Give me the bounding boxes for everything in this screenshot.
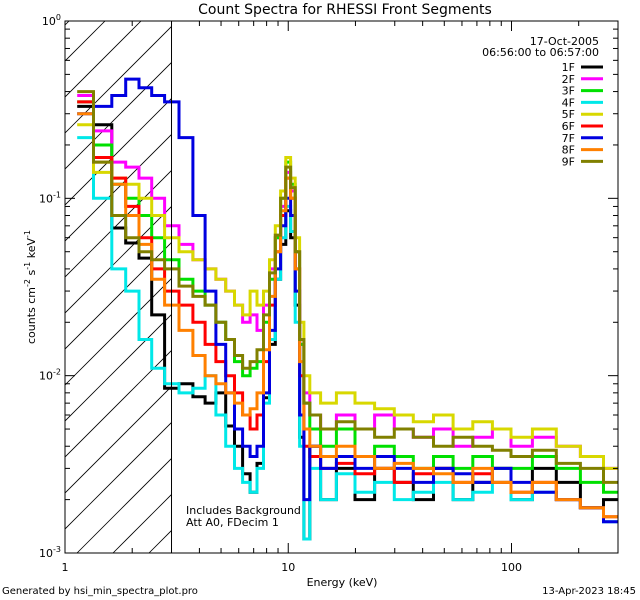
legend-label-6F: 6F xyxy=(562,120,575,133)
series-5F-line xyxy=(77,123,618,470)
hatch-line xyxy=(65,349,172,458)
axes: 1 10 100 100 10-1 10-2 10-3 xyxy=(39,13,619,574)
series-4F-line xyxy=(77,136,618,541)
series-9F-line xyxy=(77,90,618,484)
y-tick-label: 100 xyxy=(42,13,61,28)
legend-label-2F: 2F xyxy=(562,73,575,86)
annotation-attenuator: Att A0, FDecim 1 xyxy=(186,516,279,529)
chart-title: Count Spectra for RHESSI Front Segments xyxy=(198,2,492,18)
series-3F-line xyxy=(77,100,618,494)
y-tick-label: 10-3 xyxy=(39,545,61,560)
legend-label-3F: 3F xyxy=(562,85,575,98)
x-tick-label: 10 xyxy=(281,561,295,574)
series-group xyxy=(77,77,618,541)
legend-label-1F: 1F xyxy=(562,61,575,74)
legend-label-8F: 8F xyxy=(562,144,575,157)
series-6F-line xyxy=(77,100,618,519)
hatch-line xyxy=(65,97,172,206)
y-tick-label: 10-2 xyxy=(39,368,61,383)
legend-label-5F: 5F xyxy=(562,108,575,121)
annotation-background: Includes Background xyxy=(186,504,301,517)
legend-label-9F: 9F xyxy=(562,155,575,168)
hatch-line xyxy=(65,421,172,530)
plot-frame xyxy=(64,20,619,554)
x-tick-label: 1 xyxy=(62,561,69,574)
y-tick-label: 10-1 xyxy=(39,190,61,205)
legend-label-4F: 4F xyxy=(562,96,575,109)
hatch-line xyxy=(65,133,172,242)
footer-timestamp: 13-Apr-2023 18:45 xyxy=(542,586,636,597)
hatch-line xyxy=(65,169,172,278)
hatch-line xyxy=(65,25,172,134)
series-2F-line xyxy=(77,94,618,470)
footer-generated-by: Generated by hsi_min_spectra_plot.pro xyxy=(2,586,198,597)
hatch-line xyxy=(65,21,106,62)
hatch-line xyxy=(65,61,172,170)
hatch-line xyxy=(65,313,172,422)
hatch-line xyxy=(65,385,172,494)
time-range-label: 06:56:00 to 06:57:00 xyxy=(482,46,599,59)
y-axis-label: counts cm-2 s-1 keV-1 xyxy=(23,230,38,344)
series-8F-line xyxy=(77,112,618,519)
x-axis-label: Energy (keV) xyxy=(307,576,378,589)
legend-label-7F: 7F xyxy=(562,132,575,145)
hatch-line xyxy=(65,21,142,98)
x-tick-label: 100 xyxy=(501,561,522,574)
date-label: 17-Oct-2005 xyxy=(530,35,599,48)
